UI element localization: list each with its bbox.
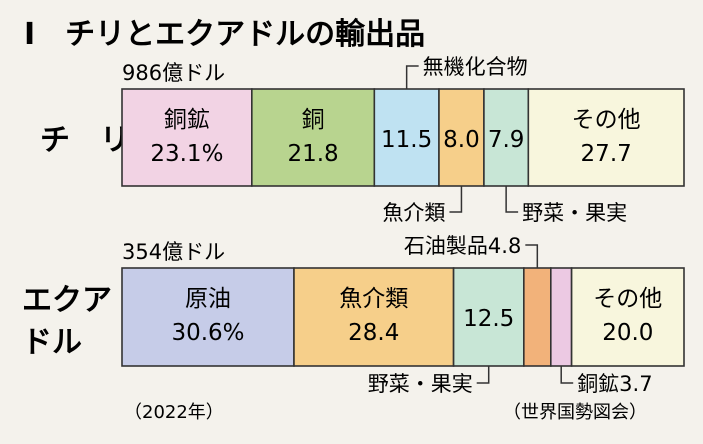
segment-name: 銅鉱 [164, 107, 210, 133]
callout-label: 銅鉱3.7 [577, 372, 652, 396]
data-label: 8.0 [443, 127, 480, 153]
data-label: 23.1% [150, 141, 223, 167]
bar-segment [121, 88, 253, 187]
chart-title: I チリとエクアドルの輸出品 [24, 17, 425, 52]
source-note: （世界国勢図会） [503, 402, 647, 423]
segment-name: 魚介類 [339, 286, 408, 312]
bar-segment [251, 88, 376, 187]
data-label: 7.9 [488, 127, 525, 153]
segment-name: 銅 [302, 107, 325, 133]
bar-segment [523, 267, 552, 367]
bar-segment [550, 267, 573, 367]
data-label: 12.5 [463, 306, 514, 332]
bar-segment [438, 88, 485, 187]
callout-label: 無機化合物 [423, 55, 528, 79]
bar-segment [121, 267, 295, 367]
data-label: 30.6% [171, 320, 244, 346]
bar-segment [570, 267, 685, 367]
segment-name: その他 [593, 286, 662, 312]
bar-total: 354億ドル [122, 240, 225, 264]
callout-line [476, 366, 490, 384]
data-label: 20.0 [602, 320, 653, 346]
bar-segment [527, 88, 685, 187]
segment-name: その他 [572, 107, 641, 133]
callout-label: 石油製品4.8 [404, 234, 521, 258]
data-label: 28.4 [348, 320, 399, 346]
callout-line [525, 244, 539, 268]
country-label: チ リ [40, 123, 130, 158]
callout-line [405, 65, 419, 89]
data-label: 11.5 [381, 127, 432, 153]
bar-segment [293, 267, 455, 367]
data-label: 27.7 [581, 141, 632, 167]
country-label: エクアドル [22, 283, 112, 360]
segment-name: 原油 [185, 286, 231, 312]
callout-label: 魚介類 [382, 201, 445, 225]
callout-line [505, 186, 519, 213]
callout-label: 野菜・果実 [522, 201, 627, 225]
callout-line [449, 186, 463, 213]
data-label: 21.8 [287, 141, 338, 167]
year-note: （2022年） [124, 402, 224, 423]
bar-total: 986億ドル [122, 61, 225, 85]
bar-segment [373, 88, 440, 187]
callout-label: 野菜・果実 [368, 372, 473, 396]
callout-line [560, 366, 574, 384]
